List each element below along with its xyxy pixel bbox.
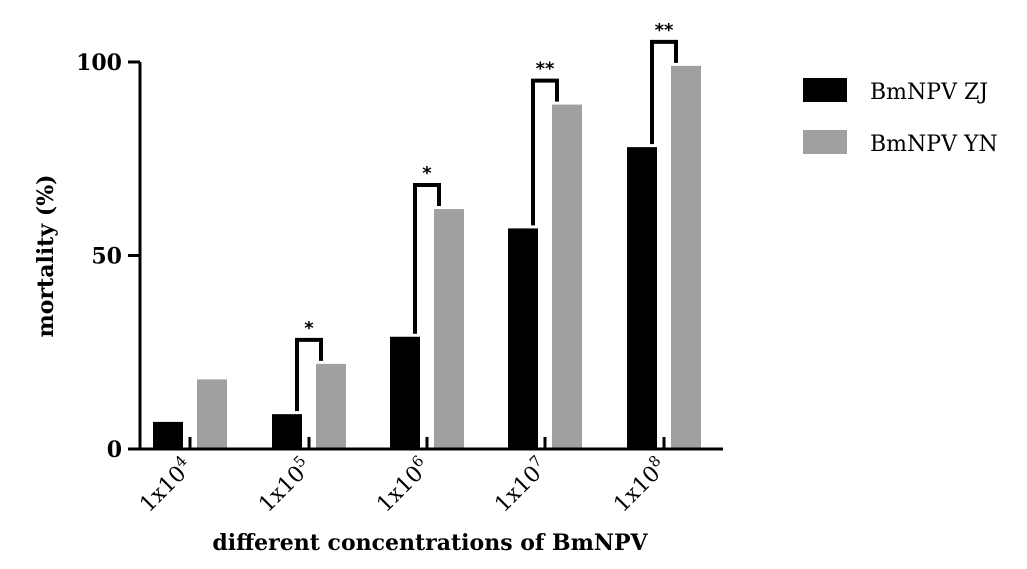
legend-swatch-bmnpv-zj bbox=[803, 78, 847, 102]
x-axis-label: different concentrations of BmNPV bbox=[212, 530, 648, 556]
bar-zj-3 bbox=[390, 336, 420, 449]
y-axis-label: mortality (%) bbox=[33, 174, 59, 337]
series-bmnpv-zj-bars bbox=[153, 147, 657, 449]
y-tick-label-0: 0 bbox=[107, 437, 122, 463]
bar-yn-2 bbox=[316, 363, 346, 449]
x-tick-label-5: 1x108 bbox=[607, 452, 673, 518]
y-tick-label-50: 50 bbox=[91, 244, 122, 270]
bar-zj-2 bbox=[272, 414, 302, 449]
bar-yn-5 bbox=[671, 65, 701, 450]
bar-yn-3 bbox=[434, 209, 464, 449]
significance-brackets: ****** bbox=[295, 20, 678, 412]
significance-label-3: * bbox=[422, 163, 432, 184]
significance-label-4: ** bbox=[536, 59, 555, 80]
significance-bracket-5 bbox=[650, 39, 678, 145]
legend-label-bmnpv-zj: BmNPV ZJ bbox=[870, 80, 988, 105]
bar-yn-4 bbox=[552, 104, 582, 449]
x-tick-label-1: 1x104 bbox=[133, 452, 199, 518]
bar-zj-1 bbox=[153, 421, 183, 449]
series-bmnpv-yn-bars bbox=[197, 65, 701, 450]
significance-bracket-4 bbox=[531, 78, 559, 226]
legend-swatch-bmnpv-yn bbox=[803, 130, 847, 154]
x-tick-label-4: 1x107 bbox=[488, 452, 554, 518]
y-tick-label-100: 100 bbox=[76, 50, 122, 76]
y-axis-ticks: 0 50 100 bbox=[76, 50, 140, 463]
bar-zj-5 bbox=[627, 147, 657, 449]
significance-bracket-2 bbox=[295, 337, 323, 412]
significance-label-5: ** bbox=[655, 20, 674, 41]
x-tick-label-2: 1x105 bbox=[252, 452, 318, 518]
significance-label-2: * bbox=[304, 318, 314, 339]
bar-yn-1 bbox=[197, 379, 227, 449]
bar-zj-4 bbox=[508, 228, 538, 449]
legend-label-bmnpv-yn: BmNPV YN bbox=[870, 132, 998, 157]
x-tick-label-3: 1x106 bbox=[370, 452, 436, 518]
significance-bracket-3 bbox=[413, 183, 441, 334]
legend: BmNPV ZJ BmNPV YN bbox=[803, 78, 998, 157]
